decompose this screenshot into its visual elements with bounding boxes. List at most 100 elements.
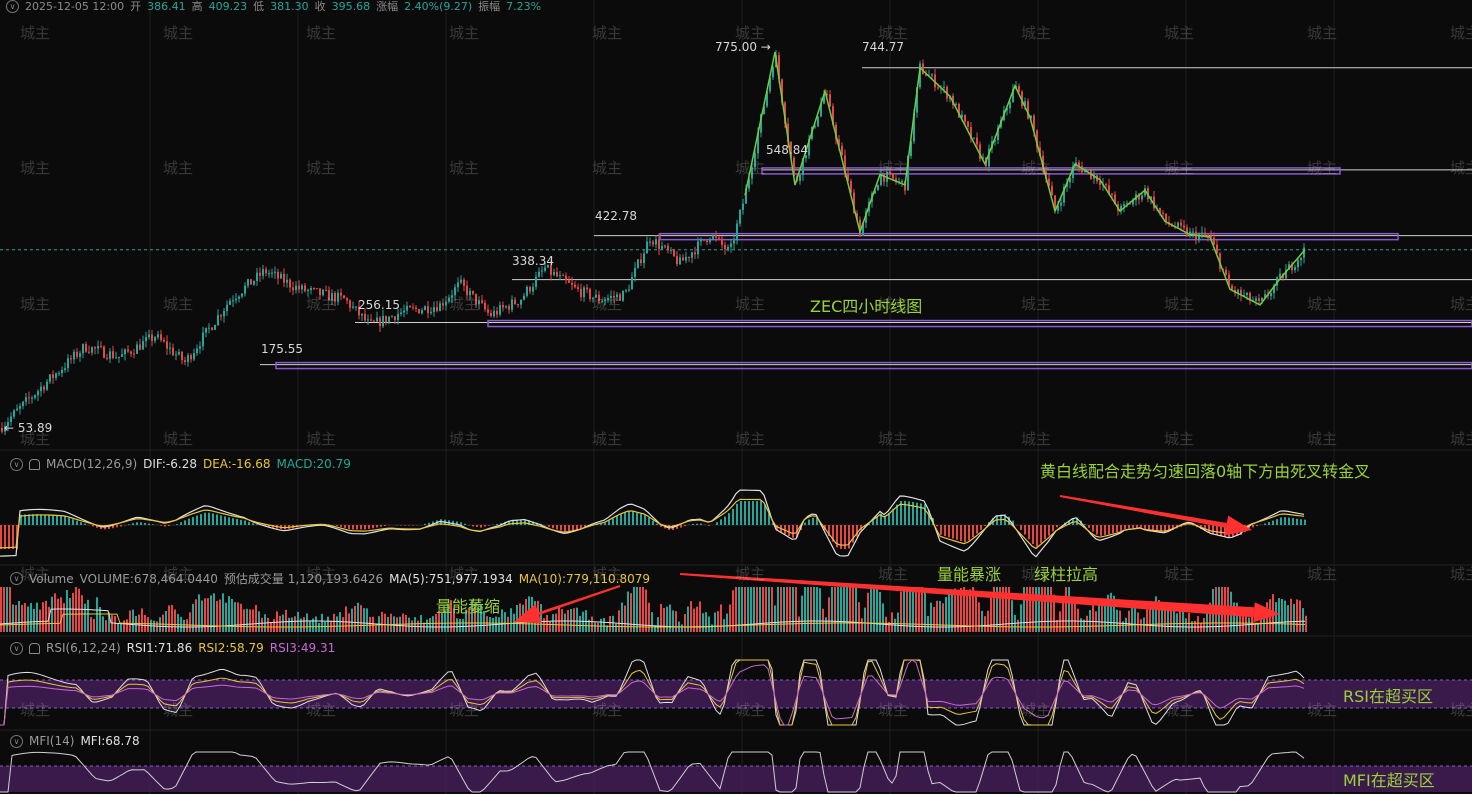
candle-body: [340, 292, 342, 296]
candle-body: [175, 354, 177, 356]
candle-body: [490, 312, 492, 317]
volume-bar: [285, 609, 287, 632]
collapse-icon[interactable]: ∨: [10, 457, 23, 471]
candle-body: [466, 285, 468, 296]
candle-body: [211, 327, 213, 331]
candle-body: [919, 63, 921, 88]
volume-bar: [546, 614, 548, 632]
macd-value-label: MACD:20.79: [276, 457, 351, 471]
volume-bar: [1032, 587, 1034, 632]
volume-bar: [663, 608, 665, 632]
ma10-label: MA(10):779,110.8079: [518, 571, 650, 586]
volume-bar: [648, 602, 650, 632]
volume-panel[interactable]: [0, 587, 1307, 632]
macd-bar: [248, 521, 250, 525]
candle-body: [481, 300, 483, 303]
macd-panel[interactable]: [0, 489, 1306, 558]
candle-body: [526, 287, 528, 296]
candle-body: [202, 332, 204, 347]
alert-bell-icon[interactable]: [29, 642, 40, 654]
open-label: 开: [130, 0, 142, 13]
volume-bar: [216, 600, 218, 632]
candle-body: [4, 426, 6, 432]
candle-body: [1213, 237, 1215, 245]
volume-bar: [1167, 604, 1169, 632]
volume-bar: [1011, 600, 1013, 632]
volume-bar: [1107, 594, 1109, 632]
candle-body: [562, 275, 564, 277]
macd-bar: [812, 517, 814, 525]
volume-bar: [1140, 619, 1142, 632]
watermark-text: 城主: [878, 565, 909, 583]
candle-body: [535, 276, 537, 287]
volume-bar: [729, 604, 731, 632]
candle-body: [499, 305, 501, 315]
watermark-text: 城主: [878, 430, 909, 448]
candle-body: [676, 256, 678, 265]
volume-bar: [348, 613, 350, 632]
macd-bar: [1148, 525, 1150, 530]
volume-bar: [837, 587, 839, 632]
macd-bar: [660, 525, 662, 527]
candle-body: [118, 356, 120, 358]
rsi1-label: RSI1:71.86: [126, 641, 193, 655]
arrow-shaft: [679, 573, 1255, 618]
arrow-head: [1253, 602, 1280, 623]
rsi1-line: [0, 659, 1305, 726]
macd-bar: [900, 501, 902, 525]
collapse-icon[interactable]: ∨: [6, 0, 19, 13]
candle-body: [397, 313, 399, 321]
volume-bar: [405, 614, 407, 632]
collapse-icon[interactable]: ∨: [10, 734, 23, 748]
volume-bar: [792, 587, 794, 632]
macd-bar: [208, 512, 210, 525]
macd-bar: [1008, 516, 1010, 525]
watermark-text: 城主: [449, 701, 480, 719]
macd-bar: [64, 516, 66, 525]
volume-bar: [891, 612, 893, 632]
volume-bar: [579, 615, 581, 632]
macd-bar: [380, 525, 382, 527]
volume-bar: [0, 587, 2, 632]
candle-body: [688, 256, 690, 258]
rsi-panel[interactable]: [0, 659, 1472, 726]
candle-body: [532, 286, 534, 292]
candle-body: [964, 114, 966, 122]
macd-bar: [256, 524, 258, 525]
macd-bar: [44, 514, 46, 525]
volume-bar: [45, 600, 47, 632]
mfi-panel[interactable]: [0, 751, 1472, 793]
volume-bar: [966, 589, 968, 632]
candle-body: [19, 406, 21, 409]
volume-bar: [42, 602, 44, 632]
candle-body: [346, 298, 348, 301]
volume-bar: [1278, 598, 1280, 632]
candle-body: [727, 246, 729, 250]
volume-bar: [948, 592, 950, 632]
arrow-shaft: [1059, 495, 1227, 528]
candle-body: [367, 319, 369, 321]
macd-bar: [760, 501, 762, 525]
macd-bar: [772, 523, 774, 525]
macd-bar: [564, 525, 566, 532]
volume-bar: [309, 620, 311, 632]
volume-bar: [93, 618, 95, 632]
collapse-icon[interactable]: ∨: [10, 572, 23, 585]
collapse-icon[interactable]: ∨: [10, 641, 23, 655]
alert-bell-icon[interactable]: [29, 458, 40, 470]
price-chart[interactable]: [0, 50, 1472, 436]
volume-bar: [210, 595, 212, 632]
amp-label: 振幅: [478, 0, 501, 13]
candle-body: [904, 181, 906, 191]
volume-bar: [1056, 619, 1058, 632]
candle-body: [25, 397, 27, 402]
ma5-label: MA(5):751,977.1934: [389, 571, 513, 586]
candle-body: [1261, 297, 1263, 302]
macd-bar: [560, 525, 562, 531]
volume-bar: [279, 615, 281, 632]
volume-bar: [1185, 618, 1187, 632]
watermark-text: 城主: [878, 295, 909, 313]
macd-bar: [1216, 525, 1218, 535]
candle-body: [1255, 298, 1257, 301]
candle-body: [1138, 194, 1140, 200]
